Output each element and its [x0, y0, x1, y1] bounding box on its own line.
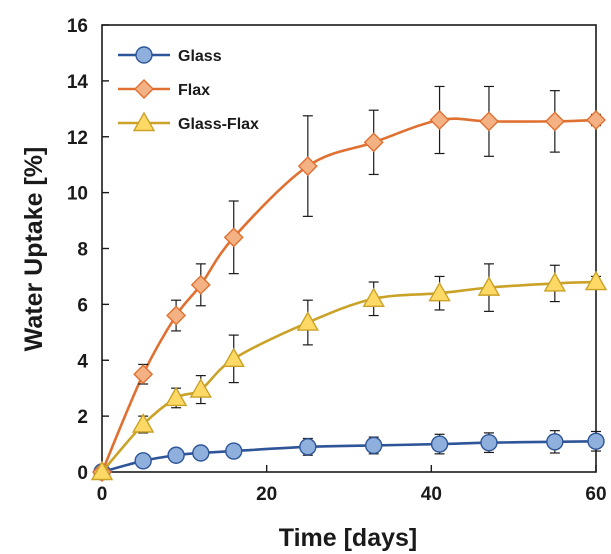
- y-axis-title: Water Uptake [%]: [20, 147, 48, 352]
- data-point: [584, 270, 608, 291]
- data-point: [166, 305, 187, 326]
- data-point: [362, 287, 385, 307]
- x-tick-label: 40: [421, 484, 442, 505]
- legend-marker: [134, 79, 154, 99]
- data-point: [429, 109, 450, 130]
- data-point: [546, 433, 564, 451]
- data-point: [428, 281, 451, 302]
- data-point: [167, 446, 185, 464]
- data-point: [544, 111, 565, 132]
- data-point: [223, 227, 244, 248]
- data-point: [134, 452, 152, 470]
- legend-marker: [135, 46, 153, 64]
- data-point: [478, 111, 499, 132]
- data-point: [587, 432, 605, 450]
- data-point: [365, 436, 383, 455]
- data-point: [164, 386, 188, 407]
- legend-label: Glass-Flax: [178, 116, 259, 133]
- y-tick-label: 8: [77, 240, 88, 261]
- data-point: [586, 109, 606, 130]
- legend-label: Glass: [178, 48, 222, 65]
- data-point: [190, 274, 211, 295]
- data-point: [131, 413, 155, 433]
- axes: 0 2 4 6 8 10 12 14 16 0 20 40 60: [67, 16, 607, 505]
- data-point: [543, 272, 567, 292]
- legend-item: Glass: [118, 46, 222, 65]
- series-glass-flax: [90, 263, 608, 481]
- data-point: [133, 364, 154, 385]
- y-tick-label: 16: [67, 16, 88, 37]
- legend: Glass Flax Glass-Flax: [118, 46, 259, 133]
- data-point: [90, 460, 114, 481]
- y-tick-label: 0: [77, 463, 88, 484]
- x-tick-label: 20: [256, 484, 277, 505]
- legend-item: Flax: [118, 79, 210, 99]
- plot-area: [90, 85, 608, 482]
- data-point: [299, 438, 317, 456]
- y-tick-label: 10: [67, 184, 88, 205]
- data-point: [192, 444, 210, 462]
- data-point: [430, 435, 449, 453]
- data-point: [363, 132, 384, 153]
- y-tick-label: 14: [67, 72, 89, 93]
- legend-label: Flax: [178, 82, 210, 99]
- data-point: [225, 442, 243, 460]
- data-point: [222, 347, 245, 368]
- data-point: [296, 311, 320, 331]
- y-tick-label: 12: [67, 128, 88, 149]
- data-point: [297, 156, 318, 177]
- data-point: [480, 433, 498, 452]
- data-point: [477, 276, 501, 296]
- series-line: [100, 117, 597, 473]
- y-tick-label: 6: [77, 295, 88, 316]
- data-point: [189, 378, 213, 398]
- y-tick-label: 4: [77, 351, 88, 372]
- legend-marker: [132, 111, 156, 132]
- x-tick-label: 0: [97, 484, 108, 505]
- x-axis-title: Time [days]: [279, 524, 417, 552]
- x-tick-label: 60: [585, 484, 606, 505]
- legend-item: Glass-Flax: [118, 111, 259, 133]
- y-tick-label: 2: [77, 407, 88, 428]
